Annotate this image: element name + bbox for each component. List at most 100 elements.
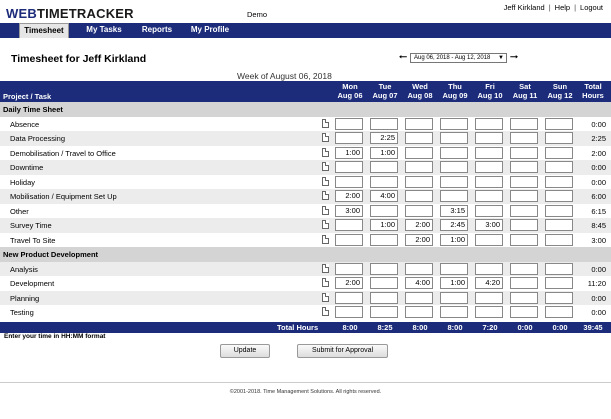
time-input[interactable] [475, 262, 503, 275]
time-input[interactable]: 1:00 [440, 233, 468, 246]
note-icon[interactable] [322, 234, 329, 244]
time-input[interactable] [545, 132, 573, 144]
time-input[interactable] [475, 190, 503, 202]
time-input[interactable] [545, 291, 573, 304]
time-input[interactable] [545, 161, 573, 173]
time-input[interactable] [405, 291, 433, 304]
time-input[interactable] [475, 175, 503, 188]
user-name-link[interactable]: Jeff Kirkland [503, 3, 545, 12]
time-input[interactable] [545, 219, 573, 231]
time-input[interactable] [440, 291, 468, 304]
note-icon[interactable] [322, 147, 329, 157]
logout-link[interactable]: Logout [580, 3, 603, 12]
note-icon[interactable] [322, 278, 329, 287]
time-input[interactable]: 1:00 [335, 146, 363, 159]
time-input[interactable] [335, 117, 363, 130]
time-input[interactable] [370, 306, 398, 318]
time-input[interactable] [440, 132, 468, 144]
note-icon[interactable] [322, 220, 329, 229]
time-input[interactable] [545, 204, 573, 217]
time-input[interactable] [440, 262, 468, 275]
time-input[interactable] [335, 291, 363, 304]
time-input[interactable] [510, 190, 538, 202]
time-input[interactable] [510, 291, 538, 304]
time-input[interactable] [510, 132, 538, 144]
time-input[interactable] [370, 233, 398, 246]
time-input[interactable] [545, 277, 573, 289]
time-input[interactable] [370, 117, 398, 130]
time-input[interactable]: 1:00 [440, 277, 468, 289]
time-input[interactable] [510, 219, 538, 231]
time-input[interactable] [440, 175, 468, 188]
time-input[interactable] [370, 175, 398, 188]
help-link[interactable]: Help [554, 3, 571, 12]
note-icon[interactable] [322, 292, 329, 302]
note-icon[interactable] [322, 133, 329, 142]
time-input[interactable] [335, 219, 363, 231]
time-input[interactable]: 1:00 [370, 219, 398, 231]
time-input[interactable]: 1:00 [370, 146, 398, 159]
time-input[interactable] [545, 146, 573, 159]
note-icon[interactable] [322, 162, 329, 171]
time-input[interactable]: 2:00 [335, 277, 363, 289]
time-input[interactable]: 4:20 [475, 277, 503, 289]
time-input[interactable] [335, 132, 363, 144]
submit-for-approval-button[interactable]: Submit for Approval [297, 344, 388, 358]
time-input[interactable] [335, 262, 363, 275]
time-input[interactable] [405, 204, 433, 217]
time-input[interactable]: 3:00 [335, 204, 363, 217]
time-input[interactable] [510, 175, 538, 188]
time-input[interactable] [370, 161, 398, 173]
tab-timesheet[interactable]: Timesheet [19, 23, 69, 38]
week-select[interactable]: Aug 06, 2018 - Aug 12, 2018 ▼ [410, 53, 507, 63]
time-input[interactable]: 4:00 [405, 277, 433, 289]
tab-my-profile[interactable]: My Profile [190, 25, 230, 34]
time-input[interactable] [405, 146, 433, 159]
time-input[interactable] [440, 306, 468, 318]
note-icon[interactable] [322, 205, 329, 215]
time-input[interactable] [510, 146, 538, 159]
time-input[interactable] [405, 161, 433, 173]
right-arrow-icon[interactable]: 🠂 [510, 52, 519, 63]
time-input[interactable]: 2:00 [405, 233, 433, 246]
time-input[interactable] [545, 233, 573, 246]
note-icon[interactable] [322, 118, 329, 128]
time-input[interactable] [370, 291, 398, 304]
time-input[interactable] [335, 306, 363, 318]
time-input[interactable]: 2:25 [370, 132, 398, 144]
time-input[interactable] [475, 233, 503, 246]
time-input[interactable]: 2:00 [405, 219, 433, 231]
time-input[interactable] [370, 277, 398, 289]
time-input[interactable] [475, 306, 503, 318]
time-input[interactable] [405, 190, 433, 202]
time-input[interactable] [440, 146, 468, 159]
time-input[interactable] [335, 233, 363, 246]
left-arrow-icon[interactable]: 🠀 [399, 52, 408, 63]
time-input[interactable] [440, 161, 468, 173]
time-input[interactable] [405, 306, 433, 318]
time-input[interactable]: 3:00 [475, 219, 503, 231]
time-input[interactable] [335, 175, 363, 188]
time-input[interactable] [510, 204, 538, 217]
time-input[interactable] [475, 204, 503, 217]
time-input[interactable] [405, 132, 433, 144]
update-button[interactable]: Update [220, 344, 270, 358]
time-input[interactable] [405, 262, 433, 275]
tab-reports[interactable]: Reports [141, 25, 173, 34]
time-input[interactable]: 4:00 [370, 190, 398, 202]
tab-my-tasks[interactable]: My Tasks [86, 25, 122, 34]
time-input[interactable] [510, 161, 538, 173]
note-icon[interactable] [322, 191, 329, 200]
time-input[interactable] [545, 117, 573, 130]
time-input[interactable] [510, 306, 538, 318]
note-icon[interactable] [322, 307, 329, 316]
note-icon[interactable] [322, 176, 329, 186]
time-input[interactable] [370, 262, 398, 275]
time-input[interactable] [510, 277, 538, 289]
time-input[interactable] [475, 132, 503, 144]
time-input[interactable] [440, 117, 468, 130]
time-input[interactable]: 2:45 [440, 219, 468, 231]
time-input[interactable] [475, 291, 503, 304]
time-input[interactable] [370, 204, 398, 217]
note-icon[interactable] [322, 263, 329, 273]
